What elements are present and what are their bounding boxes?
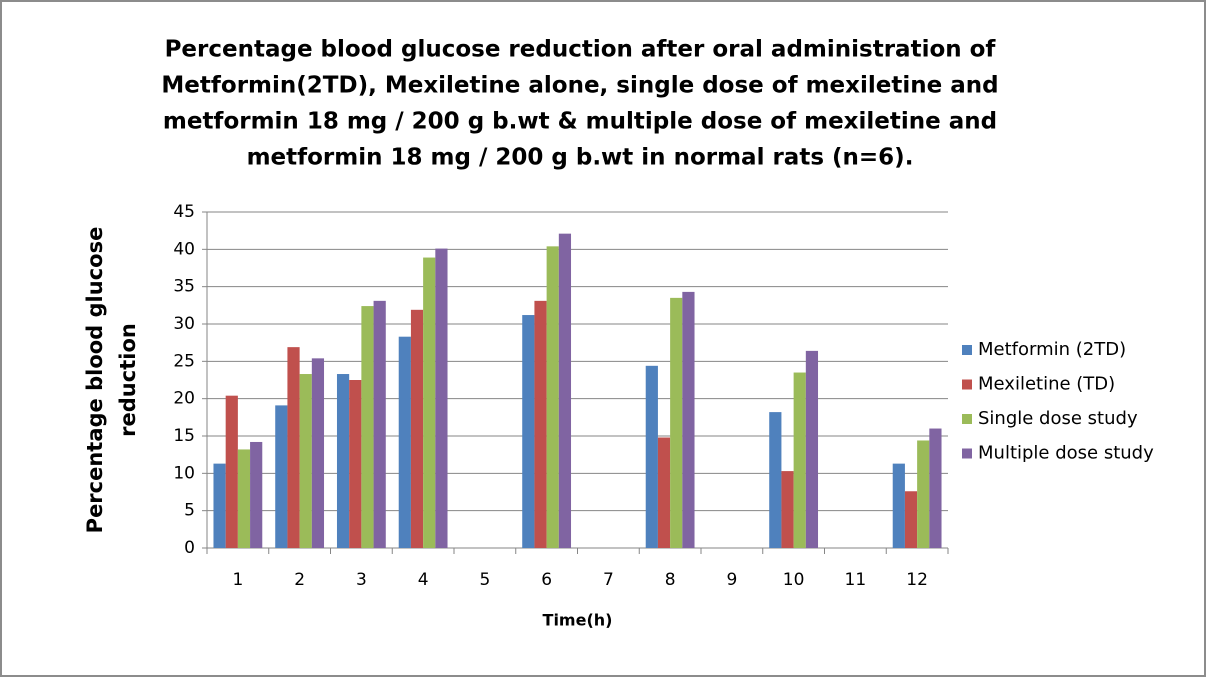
bar: [769, 412, 782, 548]
x-tick-label: 10: [783, 570, 805, 590]
bar: [929, 428, 942, 548]
bar: [237, 449, 251, 548]
bar: [645, 365, 658, 548]
bar: [904, 491, 918, 548]
legend-swatch: [962, 379, 972, 390]
y-axis-label: Percentage blood glucose: [83, 227, 107, 534]
bar: [398, 336, 411, 548]
x-tick-label: 11: [845, 570, 867, 590]
y-tick-label: 20: [173, 389, 195, 409]
bar: [546, 246, 559, 548]
bar: [373, 300, 386, 548]
bar: [917, 440, 930, 548]
y-tick-label: 5: [184, 501, 195, 521]
y-tick-label: 15: [173, 426, 195, 446]
y-tick-label: 10: [173, 463, 195, 483]
bar: [349, 380, 362, 548]
bar: [287, 347, 300, 548]
legend-label: Mexiletine (TD): [978, 374, 1115, 395]
y-tick-label: 30: [173, 314, 195, 334]
legend-label: Metformin (2TD): [978, 339, 1126, 360]
x-tick-label: 6: [541, 570, 552, 590]
bar: [670, 297, 683, 548]
bar: [225, 395, 238, 548]
bar: [793, 372, 806, 548]
bar: [361, 306, 374, 548]
x-tick-label: 8: [665, 570, 676, 590]
chart-title: Metformin(2TD), Mexiletine alone, single…: [161, 73, 998, 99]
bar: [250, 441, 263, 548]
y-tick-label: 25: [173, 351, 195, 371]
bar: [275, 405, 288, 548]
legend-label: Single dose study: [978, 408, 1138, 429]
x-tick-label: 4: [418, 570, 429, 590]
bar: [534, 300, 547, 548]
chart-title: Percentage blood glucose reduction after…: [165, 37, 997, 63]
bar: [682, 291, 695, 548]
y-axis-label: reduction: [116, 323, 140, 437]
legend-swatch: [962, 345, 972, 355]
bar: [805, 350, 819, 548]
chart-title: metformin 18 mg / 200 g b.wt & multiple …: [163, 109, 997, 135]
bar: [299, 374, 312, 548]
y-tick-label: 40: [173, 239, 195, 259]
legend-swatch: [962, 448, 972, 459]
y-tick-label: 35: [173, 277, 195, 297]
bar: [558, 233, 572, 549]
chart-title: metformin 18 mg / 200 g b.wt in normal r…: [247, 145, 914, 171]
bar: [336, 374, 350, 548]
x-tick-label: 9: [726, 570, 737, 590]
bar: [892, 463, 905, 548]
bar: [311, 358, 325, 548]
x-tick-label: 1: [232, 570, 243, 590]
x-tick-label: 12: [906, 570, 928, 590]
bar: [423, 257, 436, 548]
bar: [522, 315, 535, 548]
legend-label: Multiple dose study: [978, 443, 1154, 464]
bar: [657, 437, 671, 548]
bar: [435, 248, 448, 548]
x-tick-label: 2: [294, 570, 305, 590]
x-tick-label: 7: [603, 570, 614, 590]
legend-swatch: [962, 414, 972, 424]
y-tick-label: 45: [173, 202, 195, 222]
bar: [410, 309, 424, 548]
x-axis-label: Time(h): [543, 611, 613, 630]
bar: [213, 463, 226, 548]
y-tick-label: 0: [184, 538, 195, 558]
bar: [781, 471, 794, 548]
x-tick-label: 5: [479, 570, 490, 590]
x-tick-label: 3: [356, 570, 367, 590]
